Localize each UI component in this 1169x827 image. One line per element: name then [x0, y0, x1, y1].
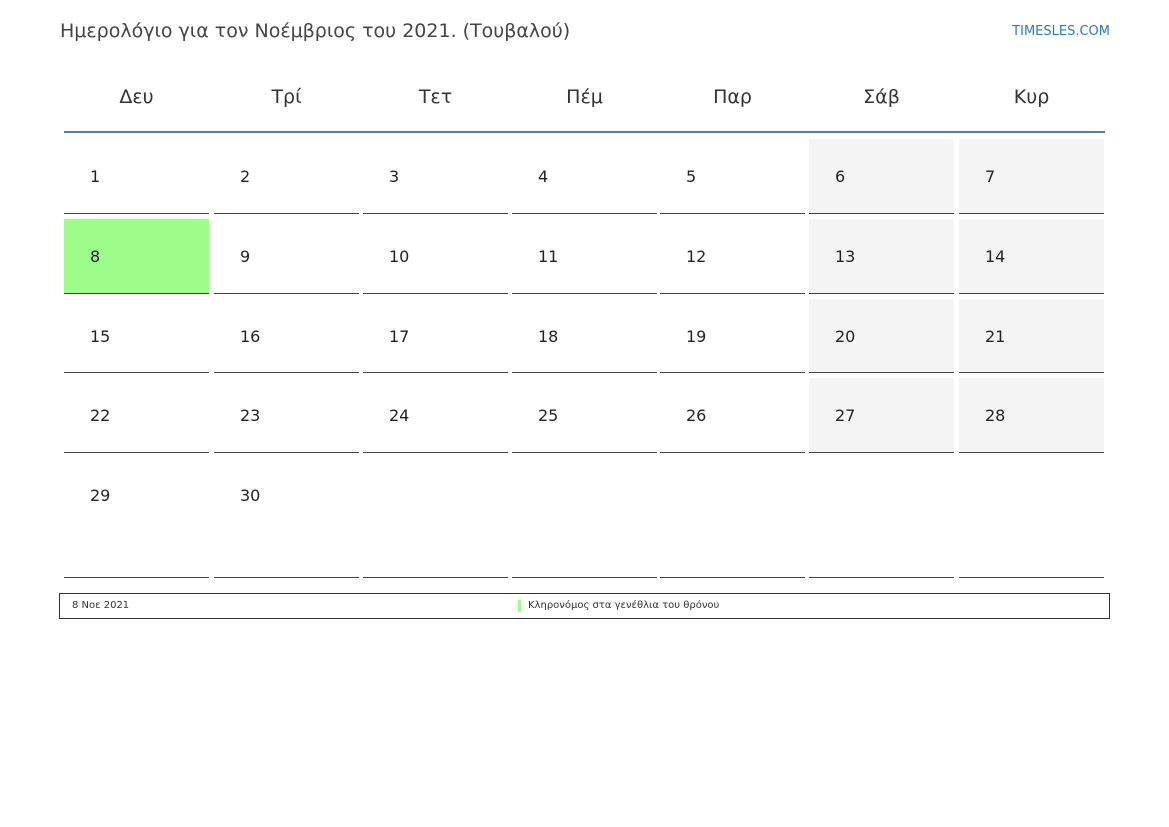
day-cell: 11 [512, 219, 657, 294]
page-title: Ημερολόγιο για τον Νοέμβριος του 2021. (… [60, 20, 571, 42]
day-cell: 30 [214, 458, 359, 578]
day-cell: 20 [809, 299, 954, 373]
day-cell: 19 [660, 299, 805, 373]
day-number: 30 [240, 486, 261, 505]
empty-cell [363, 458, 508, 578]
day-cell: 3 [363, 139, 508, 214]
day-number: 21 [985, 327, 1006, 346]
day-number: 7 [985, 167, 996, 186]
day-cell: 15 [64, 299, 209, 373]
day-number: 24 [389, 406, 410, 425]
day-number: 8 [90, 247, 101, 266]
day-cell: 2 [214, 139, 359, 214]
day-cell: 18 [512, 299, 657, 373]
day-cell: 23 [214, 378, 359, 453]
day-cell: 5 [660, 139, 805, 214]
empty-cell [512, 458, 657, 578]
empty-cell [959, 458, 1104, 578]
day-cell: 8 [64, 219, 209, 294]
holiday-name: Κληρονόμος στα γενέθλια του θρόνου [518, 600, 719, 612]
day-cell: 27 [809, 378, 954, 453]
weekday-header: Πέμ [566, 86, 603, 108]
weekday-header: Κυρ [1013, 86, 1050, 108]
day-number: 16 [240, 327, 261, 346]
day-number: 9 [240, 247, 251, 266]
day-cell: 7 [959, 139, 1104, 214]
day-number: 15 [90, 327, 111, 346]
day-cell: 21 [959, 299, 1104, 373]
day-number: 1 [90, 167, 101, 186]
day-number: 11 [538, 247, 559, 266]
day-cell: 10 [363, 219, 508, 294]
weekday-header: Παρ [713, 86, 752, 108]
day-cell: 29 [64, 458, 209, 578]
day-cell: 26 [660, 378, 805, 453]
brand-link[interactable]: TIMESLES.COM [1012, 24, 1110, 39]
empty-cell [660, 458, 805, 578]
day-number: 10 [389, 247, 410, 266]
day-number: 4 [538, 167, 549, 186]
day-cell: 22 [64, 378, 209, 453]
day-number: 23 [240, 406, 261, 425]
day-number: 17 [389, 327, 410, 346]
day-number: 19 [686, 327, 707, 346]
day-cell: 12 [660, 219, 805, 294]
day-number: 28 [985, 406, 1006, 425]
day-number: 13 [835, 247, 856, 266]
weekday-header: Σάβ [863, 86, 900, 108]
day-number: 18 [538, 327, 559, 346]
holiday-list: 8 Νοε 2021 Κληρονόμος στα γενέθλια του θ… [59, 593, 1110, 619]
holiday-date: 8 Νοε 2021 [72, 600, 130, 611]
day-number: 6 [835, 167, 846, 186]
day-number: 20 [835, 327, 856, 346]
day-number: 12 [686, 247, 707, 266]
day-cell: 6 [809, 139, 954, 214]
day-cell: 13 [809, 219, 954, 294]
day-number: 3 [389, 167, 400, 186]
day-cell: 17 [363, 299, 508, 373]
weekday-header: Τρί [271, 86, 302, 108]
day-number: 2 [240, 167, 251, 186]
header-divider [64, 131, 1105, 133]
day-number: 26 [686, 406, 707, 425]
day-number: 22 [90, 406, 111, 425]
day-cell: 25 [512, 378, 657, 453]
day-cell: 14 [959, 219, 1104, 294]
day-number: 27 [835, 406, 856, 425]
day-cell: 1 [64, 139, 209, 214]
day-cell: 24 [363, 378, 508, 453]
day-number: 14 [985, 247, 1006, 266]
day-cell: 16 [214, 299, 359, 373]
day-number: 25 [538, 406, 559, 425]
day-cell: 9 [214, 219, 359, 294]
weekday-header: Τετ [418, 86, 453, 108]
empty-cell [809, 458, 954, 578]
day-cell: 4 [512, 139, 657, 214]
day-number: 29 [90, 486, 111, 505]
weekday-header: Δευ [119, 86, 154, 108]
day-number: 5 [686, 167, 697, 186]
day-cell: 28 [959, 378, 1104, 453]
